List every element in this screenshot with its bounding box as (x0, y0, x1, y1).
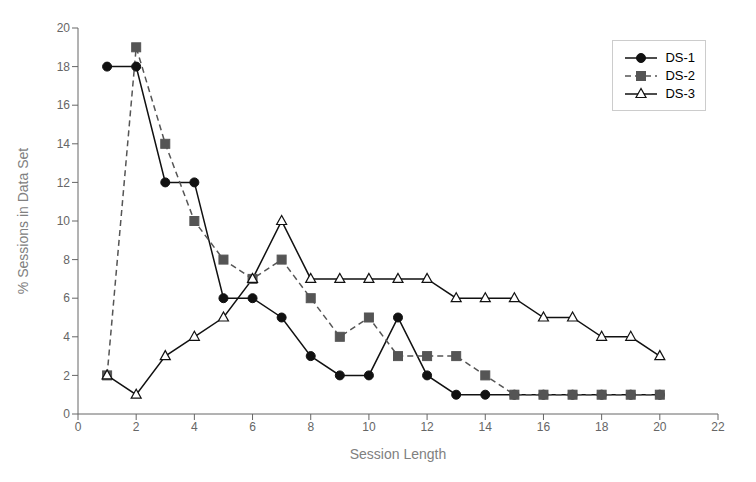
svg-text:6: 6 (249, 420, 256, 434)
svg-text:14: 14 (57, 137, 71, 151)
svg-text:14: 14 (479, 420, 493, 434)
svg-text:Session Length: Session Length (350, 446, 447, 462)
svg-text:8: 8 (307, 420, 314, 434)
svg-text:18: 18 (57, 60, 71, 74)
html-text:DS-3: DS-3 (665, 86, 695, 101)
svg-text:% Sessions in Data Set: % Sessions in Data Set (15, 148, 31, 294)
svg-text:18: 18 (595, 420, 609, 434)
svg-text:2: 2 (133, 420, 140, 434)
html-text:DS-2: DS-2 (665, 68, 695, 83)
svg-text:16: 16 (57, 98, 71, 112)
svg-text:4: 4 (63, 330, 70, 344)
svg-text:0: 0 (75, 420, 82, 434)
svg-text:10: 10 (362, 420, 376, 434)
svg-text:0: 0 (63, 407, 70, 421)
svg-text:16: 16 (537, 420, 551, 434)
svg-text:4: 4 (191, 420, 198, 434)
svg-text:12: 12 (420, 420, 434, 434)
html-text:DS-1: DS-1 (665, 50, 695, 65)
svg-text:2: 2 (63, 369, 70, 383)
svg-text:8: 8 (63, 253, 70, 267)
svg-text:10: 10 (57, 214, 71, 228)
svg-text:22: 22 (711, 420, 725, 434)
svg-text:12: 12 (57, 176, 71, 190)
svg-text:20: 20 (653, 420, 667, 434)
svg-text:6: 6 (63, 291, 70, 305)
svg-text:20: 20 (57, 21, 71, 35)
